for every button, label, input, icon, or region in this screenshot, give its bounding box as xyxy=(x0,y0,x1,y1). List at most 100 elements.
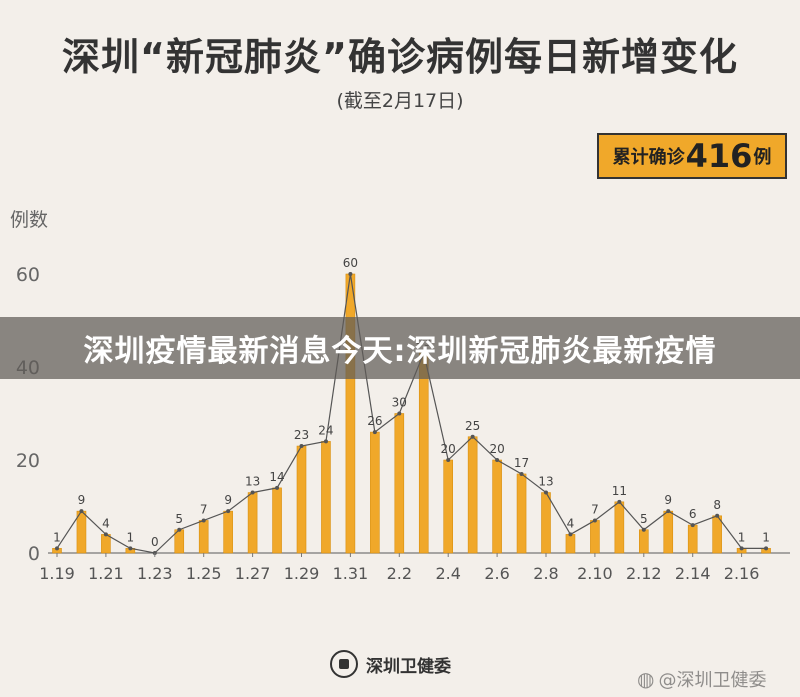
data-label: 20 xyxy=(489,442,504,456)
data-point xyxy=(79,509,84,514)
bar xyxy=(223,510,233,554)
data-label: 14 xyxy=(269,470,284,484)
data-point xyxy=(666,509,671,514)
data-point xyxy=(177,527,182,532)
data-point xyxy=(372,430,377,435)
x-tick-label: 2.10 xyxy=(577,564,613,583)
data-point xyxy=(690,523,695,528)
data-label: 1 xyxy=(762,530,770,544)
source-label: 深圳卫健委 xyxy=(366,656,451,677)
data-label: 17 xyxy=(514,456,529,470)
data-label: 24 xyxy=(318,423,333,437)
y-tick-label: 20 xyxy=(16,450,40,472)
bar-chart: 0204060194105791314232460263043202520171… xyxy=(16,256,790,583)
data-point xyxy=(250,490,255,495)
y-axis-label: 例数 xyxy=(10,209,49,231)
bar xyxy=(516,473,527,554)
total-prefix: 累计确诊 xyxy=(612,147,685,168)
data-label: 30 xyxy=(392,396,407,410)
bar xyxy=(590,520,600,554)
x-tick-label: 2.8 xyxy=(533,564,558,583)
y-tick-label: 0 xyxy=(28,543,40,565)
bar xyxy=(370,431,380,554)
total-number: 416 xyxy=(685,137,753,175)
data-point xyxy=(201,518,206,523)
data-label: 8 xyxy=(713,498,721,512)
bar xyxy=(663,510,674,554)
data-label: 7 xyxy=(591,502,599,516)
bar xyxy=(272,487,282,554)
x-tick-label: 2.12 xyxy=(626,564,662,583)
data-point xyxy=(128,546,133,551)
data-label: 13 xyxy=(538,475,553,489)
data-label: 25 xyxy=(465,419,480,433)
data-label: 0 xyxy=(151,535,159,549)
weibo-icon: ◍ xyxy=(637,667,655,691)
data-point xyxy=(55,546,59,551)
x-tick-label: 2.2 xyxy=(387,564,412,583)
data-point xyxy=(323,439,328,444)
data-label: 1 xyxy=(53,530,61,544)
x-tick-label: 1.19 xyxy=(39,564,75,583)
overlay-banner-text: 深圳疫情最新消息今天:深圳新冠肺炎最新疫情 xyxy=(83,334,717,369)
data-label: 1 xyxy=(738,530,746,544)
x-tick-label: 1.29 xyxy=(284,564,320,583)
weibo-watermark: ◍ @深圳卫健委 xyxy=(637,666,766,692)
bar xyxy=(76,510,87,554)
data-label: 5 xyxy=(640,512,648,526)
data-label: 9 xyxy=(78,493,86,507)
data-label: 23 xyxy=(294,428,309,442)
bar xyxy=(247,492,258,554)
x-tick-label: 2.14 xyxy=(675,564,711,583)
bar xyxy=(321,441,331,554)
data-label: 4 xyxy=(567,516,575,530)
bar xyxy=(712,515,722,554)
bar xyxy=(614,501,625,554)
data-label: 9 xyxy=(224,493,232,507)
chart-subtitle: (截至2月17日) xyxy=(336,90,464,112)
x-tick-label: 1.23 xyxy=(137,564,173,583)
bar xyxy=(687,524,698,554)
data-point xyxy=(568,532,573,537)
bar xyxy=(565,534,576,554)
data-label: 7 xyxy=(200,502,208,516)
data-point xyxy=(103,532,108,537)
x-tick-label: 1.31 xyxy=(333,564,369,583)
data-point xyxy=(470,434,475,439)
watermark-text: @深圳卫健委 xyxy=(658,670,767,691)
data-point xyxy=(739,546,744,551)
data-point xyxy=(446,458,451,462)
data-label: 60 xyxy=(343,256,358,270)
total-suffix: 例 xyxy=(753,147,772,168)
data-label: 9 xyxy=(664,493,672,507)
data-point xyxy=(764,546,769,551)
bar xyxy=(541,492,551,554)
data-point xyxy=(299,444,304,449)
data-label: 11 xyxy=(612,484,627,498)
source-footer: 深圳卫健委 xyxy=(330,650,451,678)
data-label: 20 xyxy=(441,442,456,456)
bar xyxy=(198,520,209,554)
data-point xyxy=(397,411,402,416)
bar xyxy=(492,459,502,554)
data-point xyxy=(715,513,720,518)
data-label: 6 xyxy=(689,507,697,521)
overlay-banner: 深圳疫情最新消息今天:深圳新冠肺炎最新疫情 xyxy=(0,317,800,379)
x-tick-label: 2.6 xyxy=(484,564,509,583)
data-label: 1 xyxy=(127,530,135,544)
data-point xyxy=(226,509,231,514)
data-label: 13 xyxy=(245,475,260,489)
trend-line xyxy=(56,273,767,554)
x-tick-label: 2.4 xyxy=(435,564,460,583)
data-point xyxy=(544,490,548,495)
bar xyxy=(394,413,405,554)
data-point xyxy=(641,527,646,532)
data-label: 5 xyxy=(175,512,183,526)
data-point xyxy=(592,518,597,523)
bar xyxy=(638,529,649,554)
x-tick-label: 2.16 xyxy=(724,564,760,583)
bar xyxy=(101,534,111,554)
bar xyxy=(443,459,454,554)
x-tick-label: 1.25 xyxy=(186,564,222,583)
y-tick-label: 60 xyxy=(16,264,40,286)
